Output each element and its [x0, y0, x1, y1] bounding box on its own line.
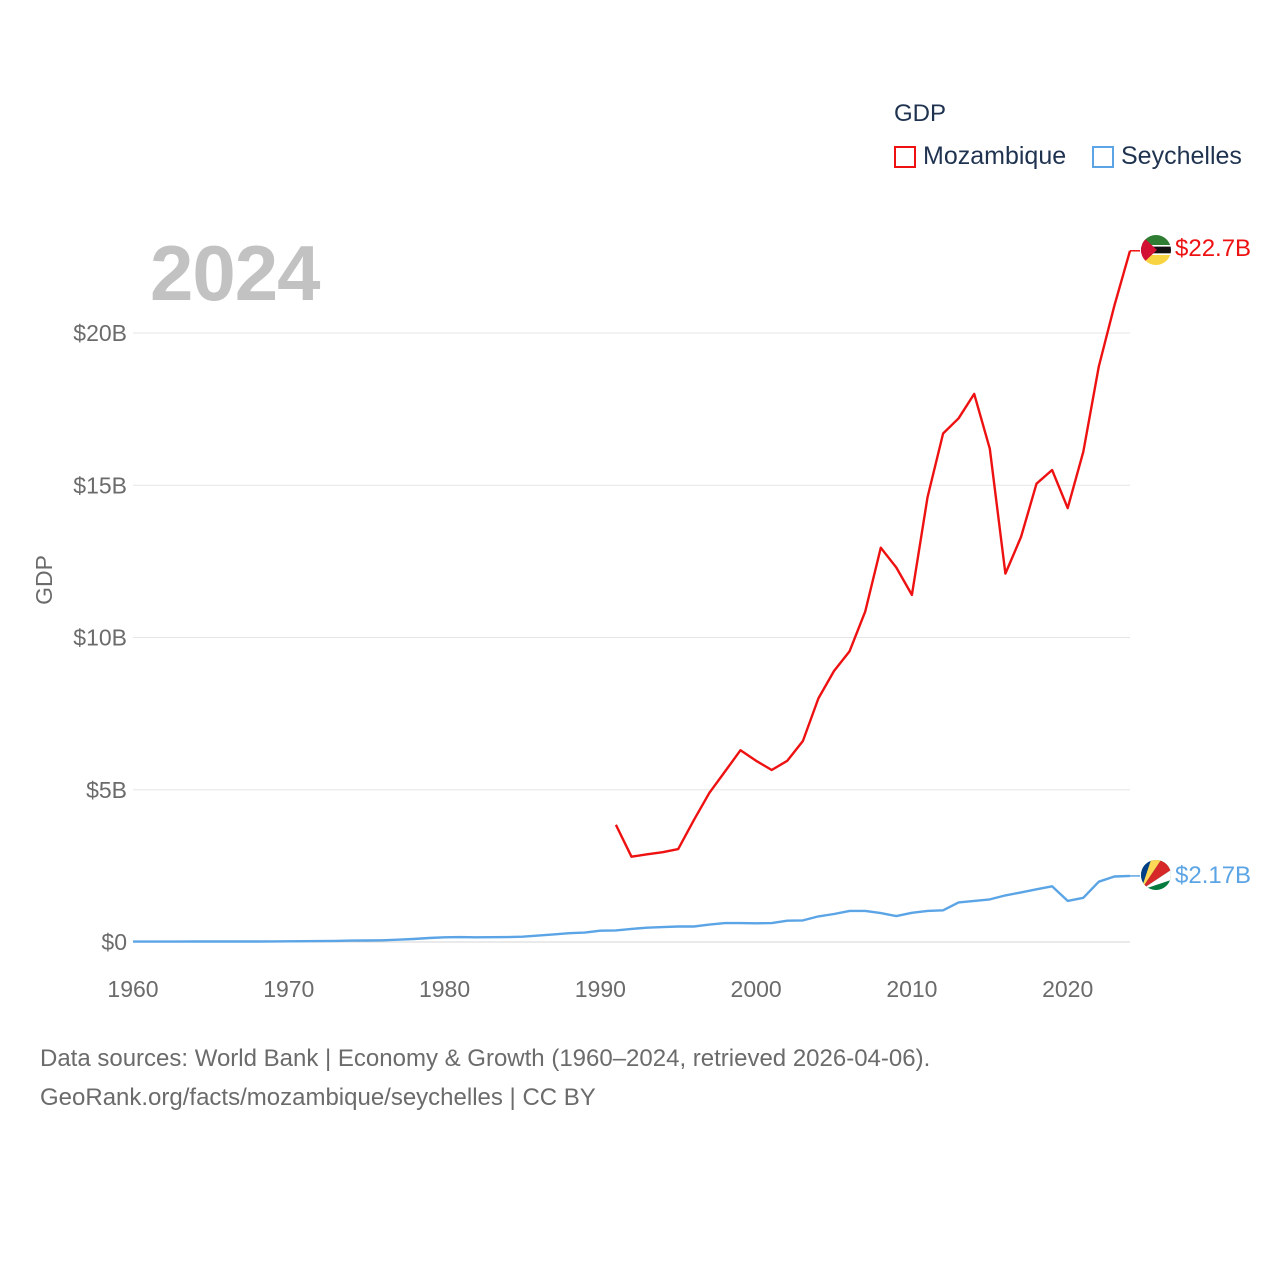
y-axis-label: GDP	[31, 555, 57, 605]
x-tick-label: 1970	[263, 976, 314, 1002]
end-value-label-mozambique: $22.7B	[1175, 235, 1251, 262]
data-source-note: Data sources: World Bank | Economy & Gro…	[40, 1045, 931, 1072]
axis-tick-labels: $0 $5B $10B $15B $20B 1960 1970 1980 1990 2000 201…	[73, 320, 1093, 1002]
x-tick-label: 2000	[731, 976, 782, 1002]
end-value-labels: $22.7B $2.17B	[1175, 235, 1251, 889]
x-tick-label: 2010	[886, 976, 937, 1002]
y-tick-label: $10B	[73, 625, 127, 651]
x-tick-label: 1960	[107, 976, 158, 1002]
legend-item-mozambique[interactable]: Mozambique	[894, 142, 1066, 171]
legend-swatch-mozambique	[894, 145, 916, 168]
series-line-mozambique	[614, 250, 1132, 858]
mozambique-flag-icon	[1141, 235, 1171, 265]
x-tick-label: 2020	[1042, 976, 1093, 1002]
series-line-seychelles	[133, 874, 1131, 943]
year-label: 2024	[150, 229, 321, 317]
gridlines	[133, 332, 1130, 943]
legend-item-seychelles[interactable]: Seychelles	[1092, 142, 1242, 171]
y-tick-label: $20B	[73, 320, 127, 346]
legend-label-mozambique: Mozambique	[923, 142, 1067, 170]
y-tick-label: $0	[101, 929, 127, 955]
end-markers	[1141, 235, 1171, 890]
y-tick-label: $5B	[86, 777, 127, 803]
end-value-label-seychelles: $2.17B	[1175, 862, 1251, 889]
series-lines	[133, 250, 1140, 943]
legend-swatch-seychelles	[1092, 145, 1114, 168]
x-tick-label: 1990	[575, 976, 626, 1002]
seychelles-flag-icon	[1141, 860, 1171, 890]
attribution-link[interactable]: GeoRank.org/facts/mozambique/seychelles …	[40, 1084, 596, 1111]
legend-title: GDP	[894, 100, 947, 127]
y-tick-label: $15B	[73, 472, 127, 498]
legend-label-seychelles: Seychelles	[1121, 142, 1242, 170]
x-tick-label: 1980	[419, 976, 470, 1002]
